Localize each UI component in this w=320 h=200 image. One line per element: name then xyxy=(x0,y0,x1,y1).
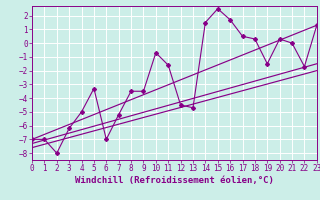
X-axis label: Windchill (Refroidissement éolien,°C): Windchill (Refroidissement éolien,°C) xyxy=(75,176,274,185)
